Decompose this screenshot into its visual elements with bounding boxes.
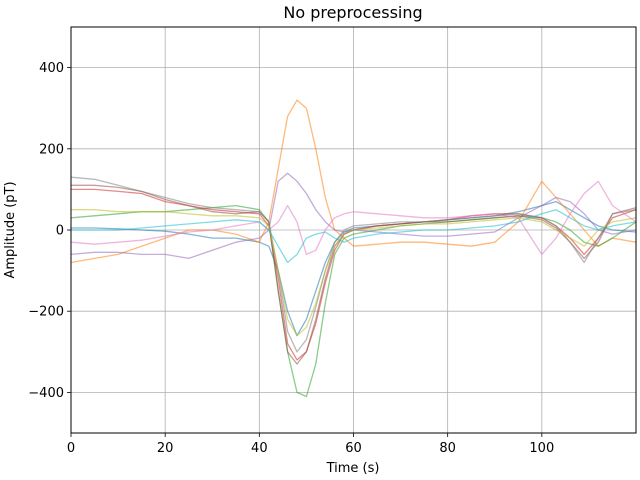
x-tick-label: 40 — [251, 441, 268, 456]
y-axis-ticks: −400 −200 0 200 400 — [28, 61, 71, 401]
x-axis-label: Time (s) — [326, 461, 380, 476]
plot-area — [70, 99, 637, 398]
y-tick-label: −200 — [28, 305, 64, 320]
y-tick-label: −400 — [28, 386, 64, 401]
x-tick-label: 80 — [439, 441, 456, 456]
y-tick-label: 200 — [39, 142, 64, 157]
x-axis-ticks: 0 20 40 60 80 100 — [67, 433, 554, 456]
series-line-8 — [70, 176, 637, 353]
series-line-10 — [71, 209, 637, 264]
series-line-5 — [70, 172, 637, 260]
x-tick-label: 60 — [345, 441, 362, 456]
series-line-3 — [70, 204, 637, 398]
x-tick-label: 0 — [67, 441, 75, 456]
series-line-9 — [71, 209, 637, 337]
y-tick-label: 0 — [56, 224, 64, 239]
y-tick-label: 400 — [39, 61, 64, 76]
x-tick-label: 100 — [529, 441, 554, 456]
x-tick-label: 20 — [157, 441, 174, 456]
chart-title: No preprocessing — [283, 3, 422, 22]
series-line-7 — [70, 180, 637, 256]
y-axis-label: Amplitude (pT) — [3, 181, 18, 278]
